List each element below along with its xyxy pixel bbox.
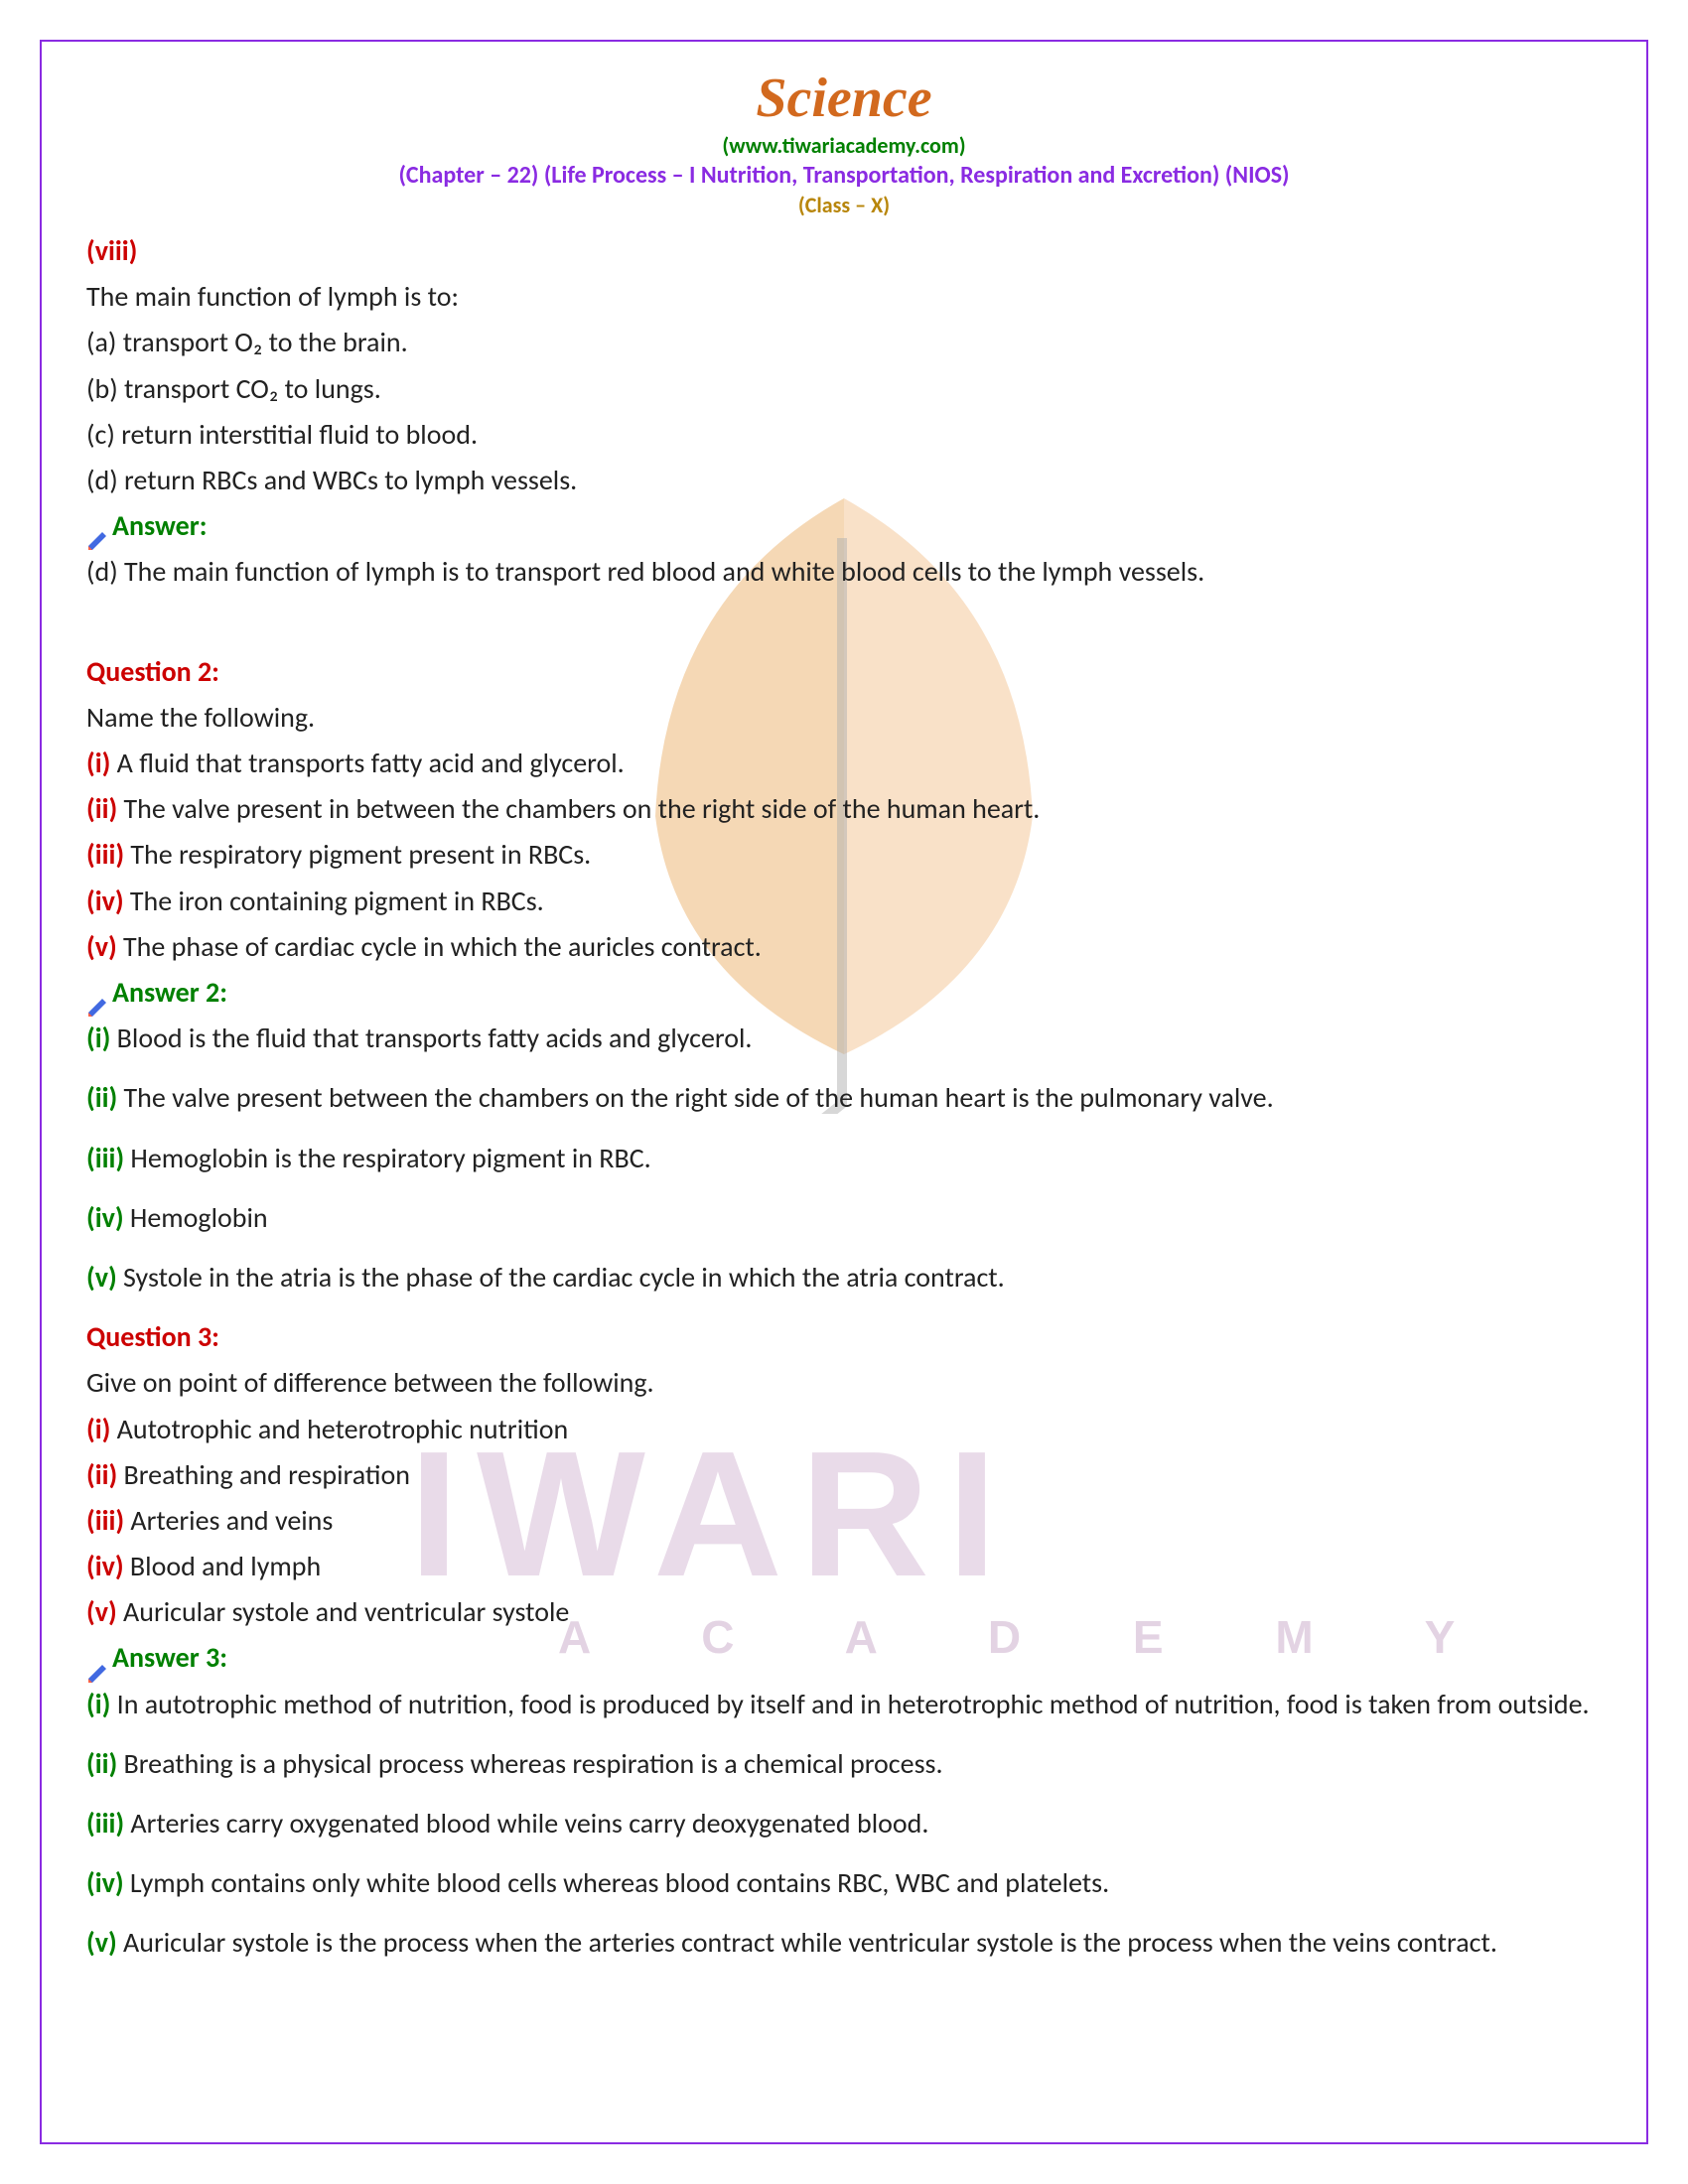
q2-ii-num: (ii) <box>86 791 117 826</box>
q2-a-ii-text: The valve present between the chambers o… <box>117 1080 1273 1115</box>
q3-i-num: (i) <box>86 1412 110 1446</box>
q2-iv-num: (iv) <box>86 884 124 918</box>
q3-ii-text: Breathing and respiration <box>117 1457 410 1492</box>
chapter-line: (Chapter – 22) (Life Process – I Nutriti… <box>86 161 1602 190</box>
q-viii-stem: The main function of lymph is to: <box>86 274 1602 320</box>
body-text: (viii) The main function of lymph is to:… <box>86 228 1602 1967</box>
q2-a-iv-num: (iv) <box>86 1200 124 1235</box>
q3-a-i-num: (i) <box>86 1687 110 1721</box>
pencil-icon <box>86 985 110 1005</box>
q2-i-text: A fluid that transports fatty acid and g… <box>110 746 624 780</box>
q2-v-text: The phase of cardiac cycle in which the … <box>117 929 762 964</box>
q-viii-block: (viii) The main function of lymph is to:… <box>86 228 1602 596</box>
q3-a-ii-num: (ii) <box>86 1746 117 1781</box>
q3-ii-num: (ii) <box>86 1457 117 1492</box>
q3-block: Question 3: Give on point of difference … <box>86 1314 1602 1966</box>
q2-iii-num: (iii) <box>86 837 124 872</box>
q3-a-iv-num: (iv) <box>86 1865 124 1900</box>
q2-label: Question 2: <box>86 654 219 689</box>
q3-a-ii-text: Breathing is a physical process whereas … <box>117 1746 942 1781</box>
page-title: Science <box>86 67 1602 130</box>
q-viii-opt-a: (a) transport O₂ to the brain. <box>86 320 1602 365</box>
q-viii-ans-text: (d) The main function of lymph is to tra… <box>86 549 1602 595</box>
q2-a-i-text: Blood is the fluid that transports fatty… <box>110 1021 752 1055</box>
q2-a-iii-num: (iii) <box>86 1141 124 1175</box>
q-viii-opt-d: (d) return RBCs and WBCs to lymph vessel… <box>86 458 1602 503</box>
page-frame: IWARI A C A D E M Y Science (www.tiwaria… <box>40 40 1648 2144</box>
q2-block: Question 2: Name the following. (i) A fl… <box>86 649 1602 1300</box>
q2-i-num: (i) <box>86 746 110 780</box>
q3-iii-num: (iii) <box>86 1503 124 1538</box>
q3-v-text: Auricular systole and ventricular systol… <box>117 1594 570 1629</box>
q2-stem: Name the following. <box>86 695 1602 741</box>
q2-a-v-num: (v) <box>86 1260 117 1295</box>
q2-a-iii-text: Hemoglobin is the respiratory pigment in… <box>124 1141 651 1175</box>
q3-a-iv-text: Lymph contains only white blood cells wh… <box>124 1865 1110 1900</box>
q2-ii-text: The valve present in between the chamber… <box>117 791 1040 826</box>
q3-a-i-text: In autotrophic method of nutrition, food… <box>110 1687 1589 1721</box>
q-viii-opt-b: (b) transport CO₂ to lungs. <box>86 366 1602 412</box>
q-viii-opt-c: (c) return interstitial fluid to blood. <box>86 412 1602 458</box>
q2-v-num: (v) <box>86 929 117 964</box>
q3-a-v-num: (v) <box>86 1925 117 1960</box>
q3-iv-num: (iv) <box>86 1549 124 1583</box>
q3-a-iii-num: (iii) <box>86 1806 124 1841</box>
q3-label: Question 3: <box>86 1319 219 1354</box>
q3-v-num: (v) <box>86 1594 117 1629</box>
q2-a-i-num: (i) <box>86 1021 110 1055</box>
website-line: (www.tiwariacademy.com) <box>86 132 1602 159</box>
q3-iv-text: Blood and lymph <box>124 1549 322 1583</box>
content-area: Science (www.tiwariacademy.com) (Chapter… <box>86 67 1602 1967</box>
q2-a-v-text: Systole in the atria is the phase of the… <box>117 1260 1005 1295</box>
q2-ans-label: Answer 2: <box>112 975 227 1010</box>
pencil-icon <box>86 518 110 538</box>
pencil-icon <box>86 1651 110 1671</box>
q-viii-ans-label: Answer: <box>112 508 207 543</box>
q3-stem: Give on point of difference between the … <box>86 1360 1602 1406</box>
q3-a-v-text: Auricular systole is the process when th… <box>117 1925 1497 1960</box>
q3-iii-text: Arteries and veins <box>124 1503 333 1538</box>
q2-a-iv-text: Hemoglobin <box>124 1200 268 1235</box>
q3-ans-label: Answer 3: <box>112 1640 227 1675</box>
q3-a-iii-text: Arteries carry oxygenated blood while ve… <box>124 1806 928 1841</box>
q2-iii-text: The respiratory pigment present in RBCs. <box>124 837 591 872</box>
q2-a-ii-num: (ii) <box>86 1080 117 1115</box>
q2-iv-text: The iron containing pigment in RBCs. <box>124 884 544 918</box>
q3-i-text: Autotrophic and heterotrophic nutrition <box>110 1412 568 1446</box>
q-viii-num: (viii) <box>86 233 137 268</box>
class-line: (Class – X) <box>86 192 1602 218</box>
